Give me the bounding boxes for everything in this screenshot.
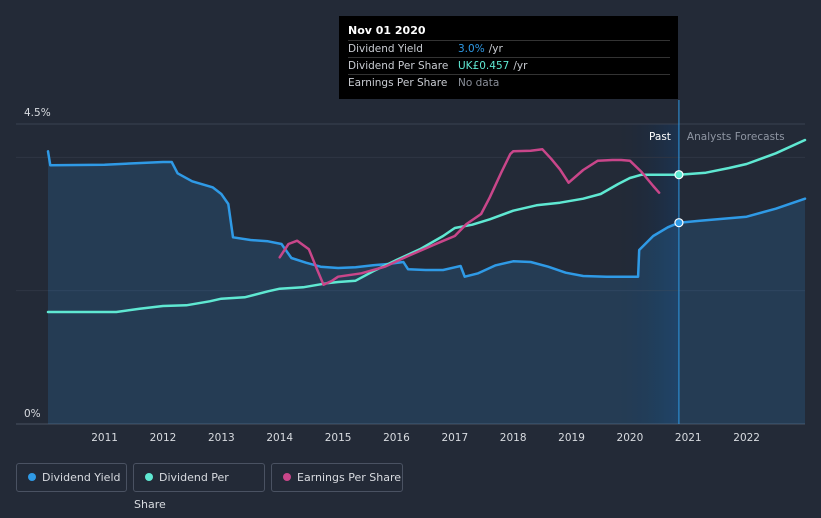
x-tick-label: 2011 xyxy=(91,432,118,444)
hover-markers xyxy=(674,170,684,228)
series-area-dividend-yield xyxy=(48,151,805,425)
x-axis-ticks: 2011 2012 2013 2014 2015 2016 2017 2018 2019 2020… xyxy=(91,432,760,444)
x-tick-label: 2014 xyxy=(266,432,293,444)
tooltip: Nov 01 2020 Dividend Yield 3.0%/yr Divid… xyxy=(339,16,678,99)
x-tick-label: 2022 xyxy=(733,432,760,444)
legend-dot-icon xyxy=(28,473,36,481)
tooltip-row-dividend-yield: Dividend Yield 3.0%/yr xyxy=(348,40,670,57)
y-tick-bottom: 0% xyxy=(24,408,41,420)
y-tick-top: 4.5% xyxy=(24,107,51,119)
past-label: Past xyxy=(649,131,671,143)
forecast-label: Analysts Forecasts xyxy=(687,131,785,143)
x-tick-label: 2021 xyxy=(675,432,702,444)
x-tick-label: 2017 xyxy=(441,432,468,444)
x-tick-label: 2013 xyxy=(208,432,235,444)
tooltip-value: No data xyxy=(458,77,500,89)
x-tick-label: 2012 xyxy=(150,432,177,444)
tooltip-date: Nov 01 2020 xyxy=(348,24,426,37)
hover-marker xyxy=(674,170,684,180)
x-tick-label: 2019 xyxy=(558,432,585,444)
tooltip-value: 3.0%/yr xyxy=(458,43,503,55)
legend-dividend-yield[interactable]: Dividend Yield xyxy=(16,463,127,492)
legend-dividend-per-share[interactable]: Dividend Per Share xyxy=(133,463,265,511)
tooltip-row-earnings-per-share: Earnings Per Share No data xyxy=(348,74,670,91)
series-line-dividend-per-share xyxy=(46,138,807,314)
x-tick-label: 2016 xyxy=(383,432,410,444)
x-tick-label: 2015 xyxy=(325,432,352,444)
tooltip-label: Dividend Per Share xyxy=(348,60,449,72)
legend-dot-icon xyxy=(145,473,153,481)
tooltip-label: Earnings Per Share xyxy=(348,77,448,89)
legend-label: Dividend Yield xyxy=(42,471,121,484)
series-group xyxy=(46,138,807,425)
series-line-dividend-yield xyxy=(46,150,807,278)
tooltip-label: Dividend Yield xyxy=(348,43,423,55)
tooltip-row-dividend-per-share: Dividend Per Share UK£0.457/yr xyxy=(348,57,670,74)
x-tick-label: 2018 xyxy=(500,432,527,444)
legend-dot-icon xyxy=(283,473,291,481)
series-line-earnings-per-share xyxy=(278,148,661,286)
legend-earnings-per-share[interactable]: Earnings Per Share xyxy=(271,463,403,492)
tooltip-value: UK£0.457/yr xyxy=(458,60,528,72)
x-tick-label: 2020 xyxy=(617,432,644,444)
legend-label: Earnings Per Share xyxy=(297,471,402,484)
hover-marker xyxy=(674,218,684,228)
